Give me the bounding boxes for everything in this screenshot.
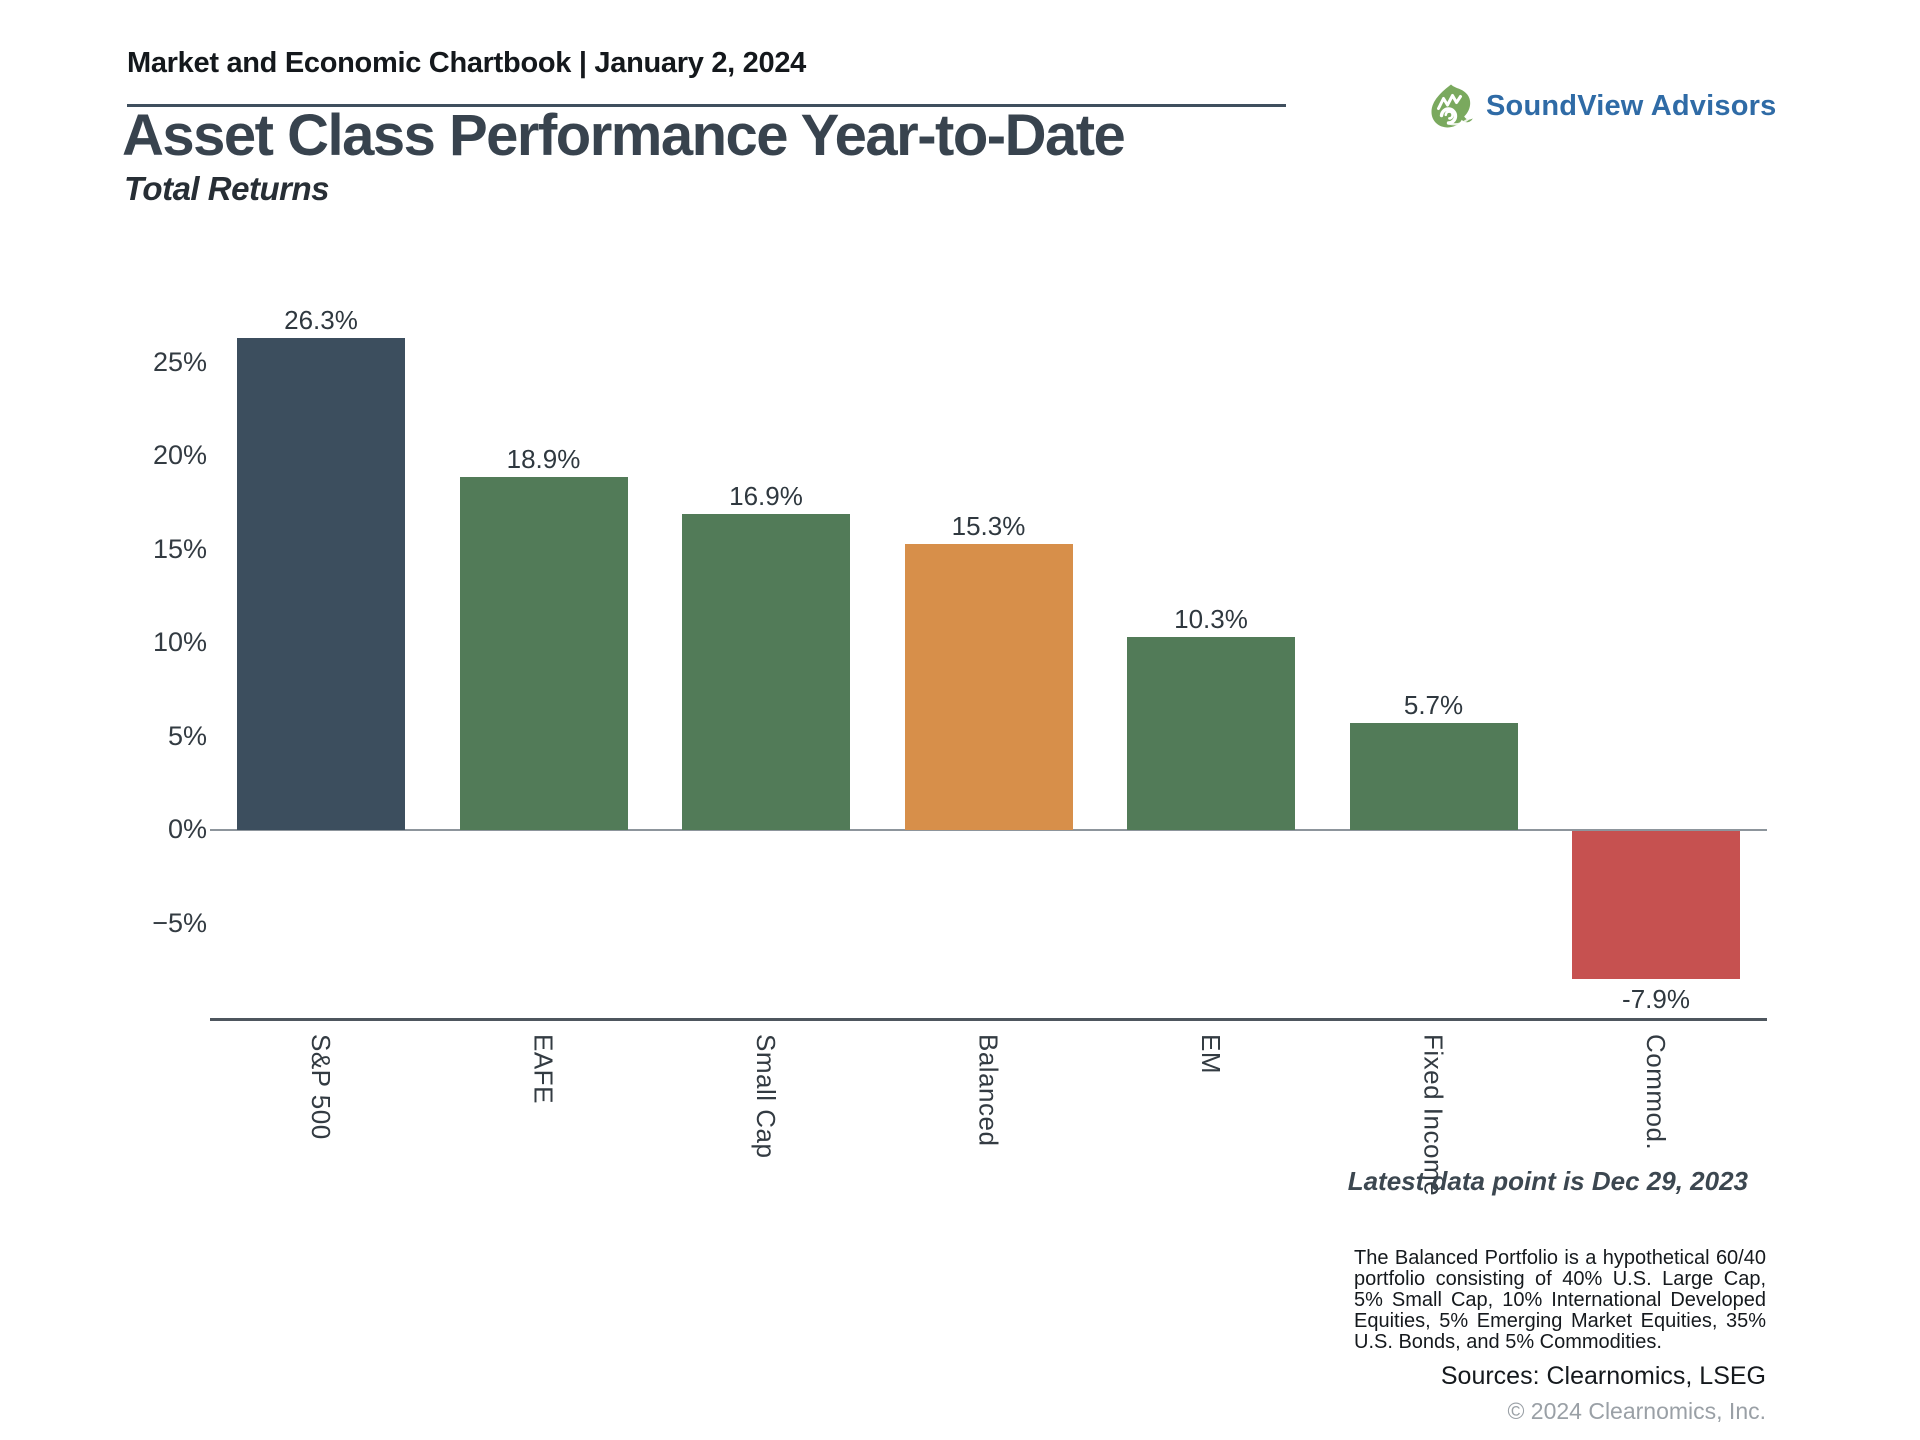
sources-line: Sources: Clearnomics, LSEG	[1440, 1362, 1766, 1390]
logo-wordmark: SoundView Advisors	[1486, 89, 1777, 122]
x-axis-line	[210, 1018, 1767, 1021]
copyright-line: © 2024 Clearnomics, Inc.	[1507, 1398, 1766, 1424]
bar-value-em: 10.3%	[1174, 604, 1248, 634]
bar-value-balanced: 15.3%	[951, 511, 1026, 541]
y-axis-tick-20: 20%	[152, 440, 207, 470]
x-axis-label-s-p-500: S&P 500	[306, 1034, 336, 1140]
x-axis-label-balanced: Balanced	[973, 1034, 1004, 1147]
y-axis-tick-0: 0%	[167, 814, 207, 844]
bar-balanced	[904, 544, 1073, 830]
header-divider	[127, 104, 1286, 107]
y-axis-tick-10: 10%	[152, 627, 207, 657]
bar-value-commod: -7.9%	[1622, 984, 1690, 1014]
x-axis-label-fixed-income: Fixed Income	[1418, 1034, 1449, 1197]
x-axis-label-eafe: EAFE	[528, 1034, 559, 1104]
bar-commod	[1572, 831, 1740, 979]
bar-s-p-500	[237, 338, 405, 830]
bar-value-fixed-income: 5.7%	[1403, 690, 1464, 720]
y-axis-tick-15: 15%	[152, 533, 207, 564]
page-subtitle: Total Returns	[124, 170, 329, 207]
x-axis-label-small-cap: Small Cap	[751, 1034, 781, 1159]
report-header: Market and Economic Chartbook | January …	[127, 47, 806, 79]
zero-baseline	[210, 829, 1767, 831]
y-axis-tick-25: 25%	[152, 346, 207, 377]
x-axis-label-em: EM	[1196, 1034, 1226, 1074]
bar-small-cap	[682, 514, 850, 830]
x-axis-label-commod: Commod.	[1641, 1034, 1671, 1151]
page-title: Asset Class Performance Year-to-Date	[122, 103, 1126, 168]
soundview-advisors-logo: SoundView Advisors	[1427, 82, 1776, 130]
bar-eafe	[459, 477, 628, 830]
bar-value-small-cap: 16.9%	[729, 481, 803, 511]
balanced-portfolio-footnote: The Balanced Portfolio is a hypothetical…	[1354, 1247, 1766, 1353]
leaf-swirl-icon	[1427, 82, 1475, 130]
bar-value-s-p-500: 26.3%	[284, 305, 358, 335]
latest-data-note: Latest data point is Dec 29, 2023	[1347, 1166, 1748, 1196]
bar-fixed-income	[1349, 723, 1518, 830]
bar-em	[1127, 637, 1295, 830]
y-axis-tick-5: 5%	[167, 720, 207, 751]
bar-value-eafe: 18.9%	[506, 444, 581, 474]
y-axis-tick-5: −5%	[152, 907, 207, 938]
